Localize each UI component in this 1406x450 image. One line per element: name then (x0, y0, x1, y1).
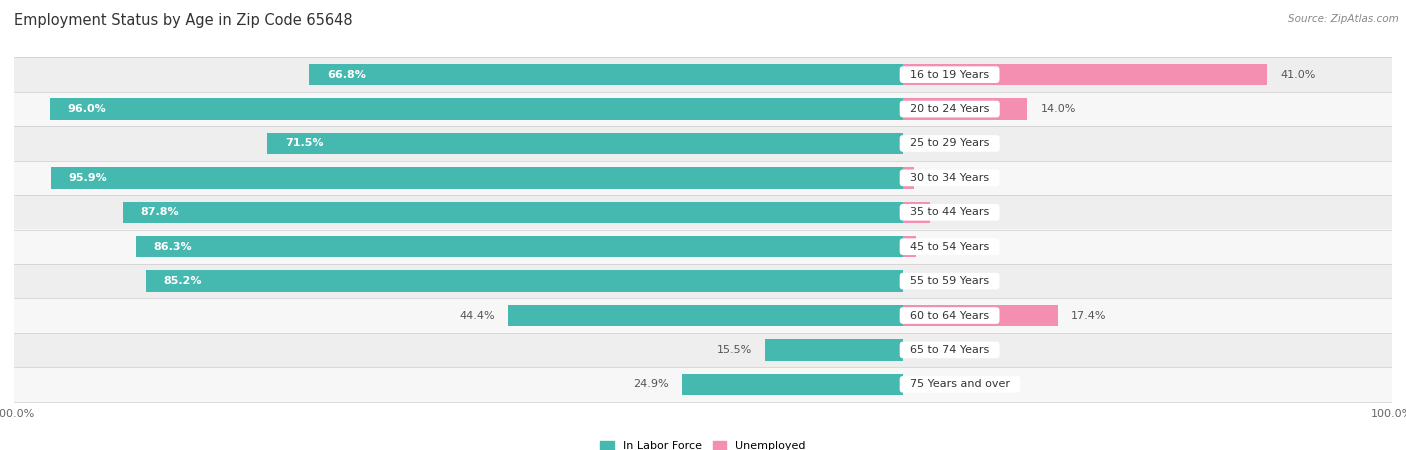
Text: 24.9%: 24.9% (633, 379, 668, 389)
Text: 0.0%: 0.0% (917, 139, 945, 148)
Text: 16 to 19 Years: 16 to 19 Years (903, 70, 995, 80)
Text: 45 to 54 Years: 45 to 54 Years (903, 242, 997, 252)
Text: 20 to 24 Years: 20 to 24 Years (903, 104, 997, 114)
Text: 1.2%: 1.2% (927, 173, 956, 183)
Bar (14, 333, 1392, 367)
Bar (14, 92, 1392, 126)
Text: 25 to 29 Years: 25 to 29 Years (903, 139, 997, 148)
Text: 17.4%: 17.4% (1071, 310, 1107, 320)
Legend: In Labor Force, Unemployed: In Labor Force, Unemployed (596, 436, 810, 450)
Bar (509, 305, 903, 326)
Bar (309, 64, 903, 86)
Bar (49, 99, 903, 120)
Text: 75 Years and over: 75 Years and over (903, 379, 1017, 389)
Text: 65 to 74 Years: 65 to 74 Years (903, 345, 997, 355)
Text: 41.0%: 41.0% (1281, 70, 1316, 80)
Bar (903, 64, 1267, 86)
Text: Source: ZipAtlas.com: Source: ZipAtlas.com (1288, 14, 1399, 23)
Bar (14, 298, 1392, 333)
Text: 60 to 64 Years: 60 to 64 Years (903, 310, 995, 320)
Text: 85.2%: 85.2% (163, 276, 202, 286)
Bar (14, 161, 1392, 195)
Bar (903, 202, 929, 223)
Text: 1.5%: 1.5% (929, 242, 957, 252)
Text: 0.0%: 0.0% (917, 345, 945, 355)
Bar (14, 230, 1392, 264)
Text: 15.5%: 15.5% (717, 345, 752, 355)
Bar (903, 236, 917, 257)
Bar (146, 270, 903, 292)
Bar (267, 133, 903, 154)
Bar (682, 374, 903, 395)
Text: 96.0%: 96.0% (67, 104, 105, 114)
Bar (903, 305, 1057, 326)
Bar (14, 195, 1392, 230)
Text: 0.0%: 0.0% (917, 276, 945, 286)
Bar (136, 236, 903, 257)
Text: 66.8%: 66.8% (328, 70, 366, 80)
Text: 87.8%: 87.8% (141, 207, 179, 217)
Bar (765, 339, 903, 360)
Bar (14, 126, 1392, 161)
Bar (14, 58, 1392, 92)
Text: 14.0%: 14.0% (1040, 104, 1076, 114)
Text: 55 to 59 Years: 55 to 59 Years (903, 276, 995, 286)
Text: 86.3%: 86.3% (153, 242, 193, 252)
Bar (51, 167, 903, 189)
Bar (903, 167, 914, 189)
Text: Employment Status by Age in Zip Code 65648: Employment Status by Age in Zip Code 656… (14, 14, 353, 28)
Text: 35 to 44 Years: 35 to 44 Years (903, 207, 997, 217)
Bar (122, 202, 903, 223)
Text: 95.9%: 95.9% (69, 173, 107, 183)
Text: 0.0%: 0.0% (917, 379, 945, 389)
Text: 44.4%: 44.4% (460, 310, 495, 320)
Text: 3.0%: 3.0% (943, 207, 972, 217)
Bar (14, 367, 1392, 401)
Text: 30 to 34 Years: 30 to 34 Years (903, 173, 995, 183)
Text: 71.5%: 71.5% (285, 139, 323, 148)
Bar (14, 264, 1392, 298)
Bar (903, 99, 1028, 120)
